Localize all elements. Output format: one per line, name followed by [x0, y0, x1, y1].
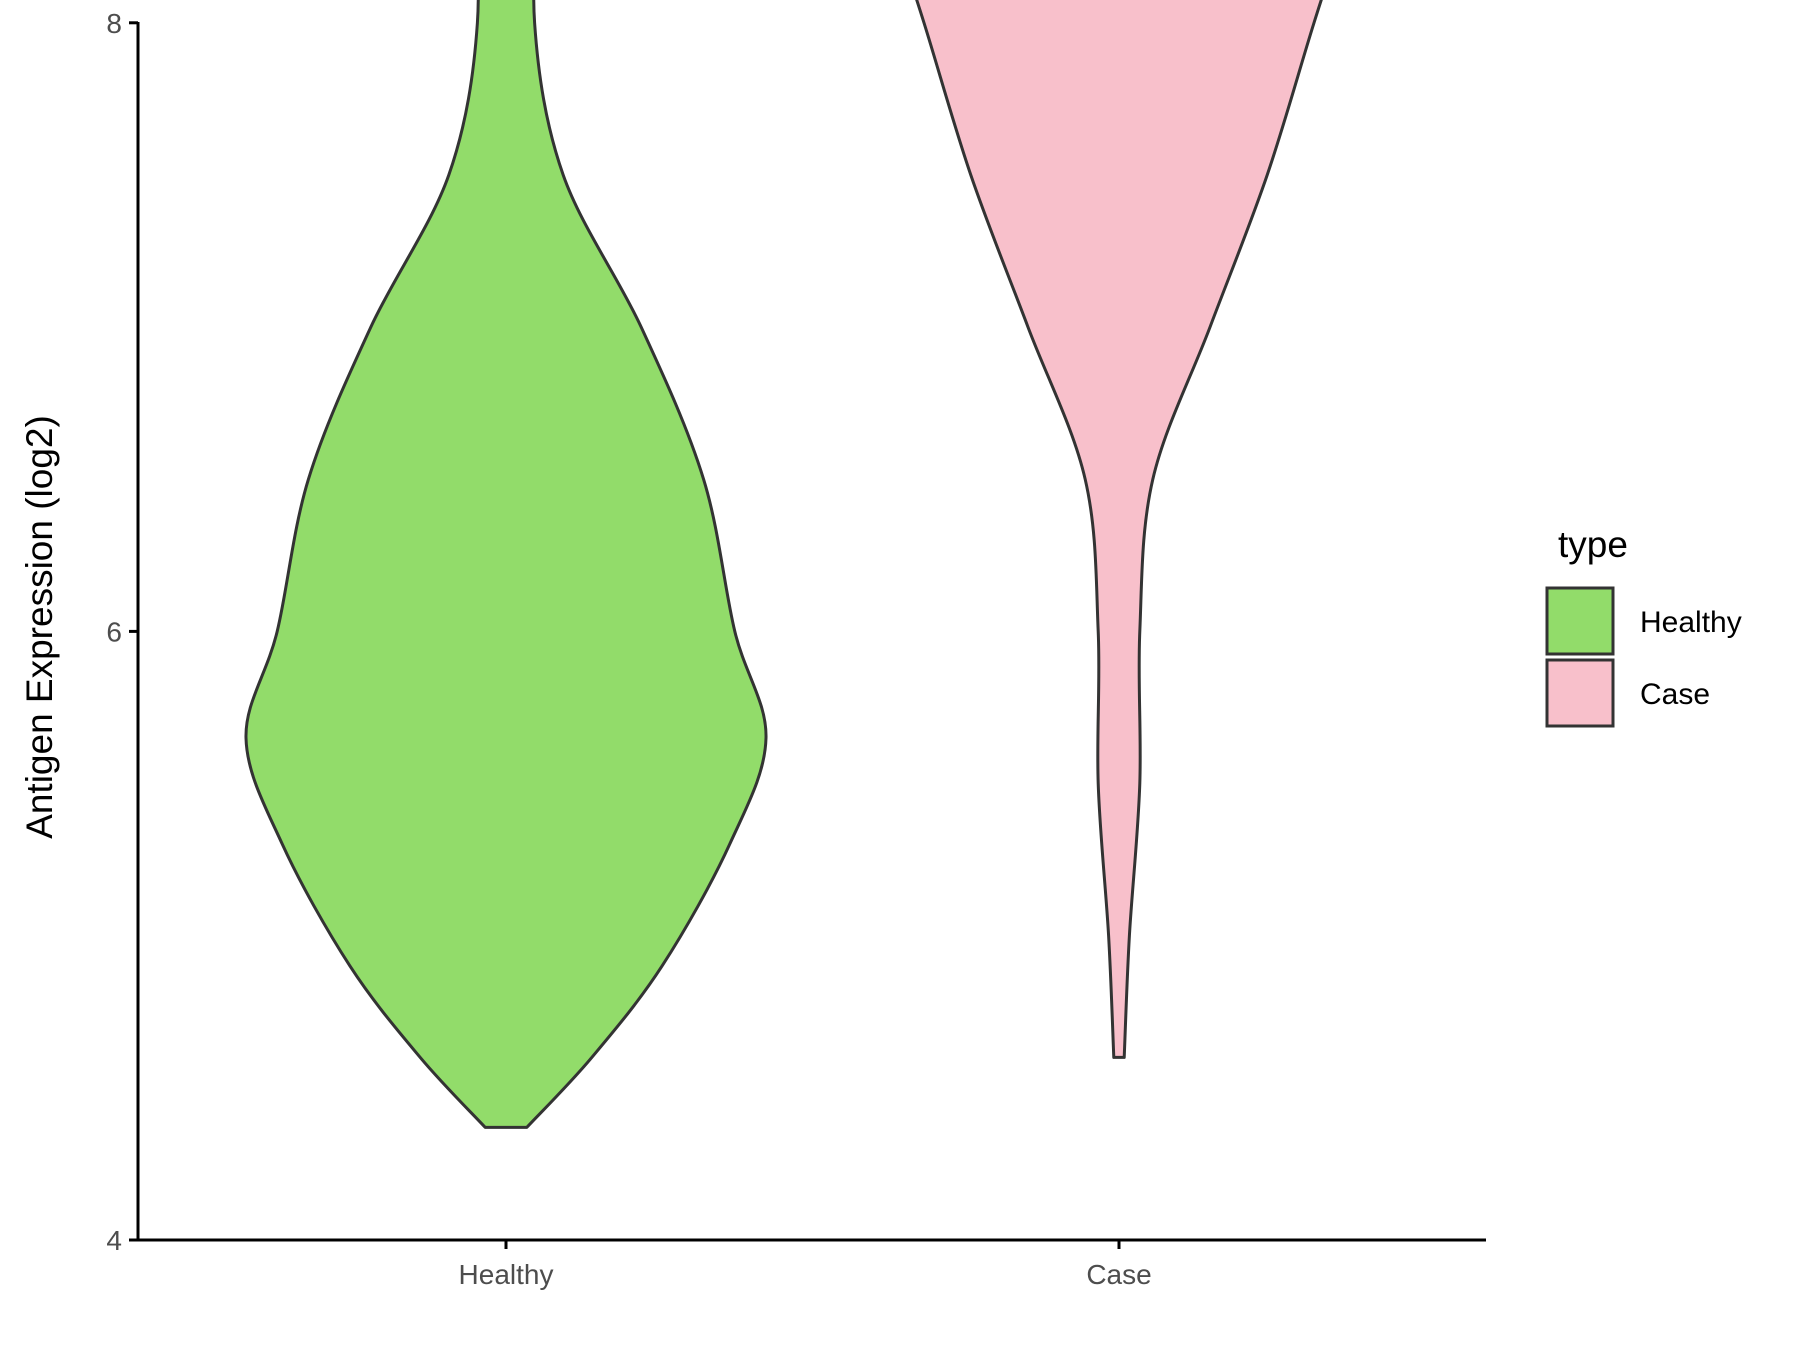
legend-swatch-healthy	[1545, 586, 1615, 656]
violin-case	[915, 0, 1323, 1059]
legend-items: Healthy Case	[1545, 586, 1742, 728]
y-tick-label: 8	[106, 8, 122, 39]
violins-layer	[244, 0, 1323, 1129]
violin-healthy	[244, 0, 768, 1129]
x-axis-ticks: Healthy Case	[459, 1240, 1152, 1290]
x-tick-label: Healthy	[459, 1259, 554, 1290]
legend-title: type	[1558, 524, 1628, 565]
legend-swatch-case	[1545, 658, 1615, 728]
legend-label-case: Case	[1640, 678, 1710, 711]
y-tick-label: 6	[106, 616, 122, 647]
x-tick-label: Case	[1086, 1259, 1151, 1290]
y-axis-ticks: 46810	[106, 8, 138, 1256]
y-axis-title: Antigen Expression (log2)	[19, 415, 60, 839]
y-tick-label: 4	[106, 1225, 122, 1256]
legend: type Healthy Case	[1545, 524, 1742, 728]
legend-label-healthy: Healthy	[1640, 606, 1742, 639]
